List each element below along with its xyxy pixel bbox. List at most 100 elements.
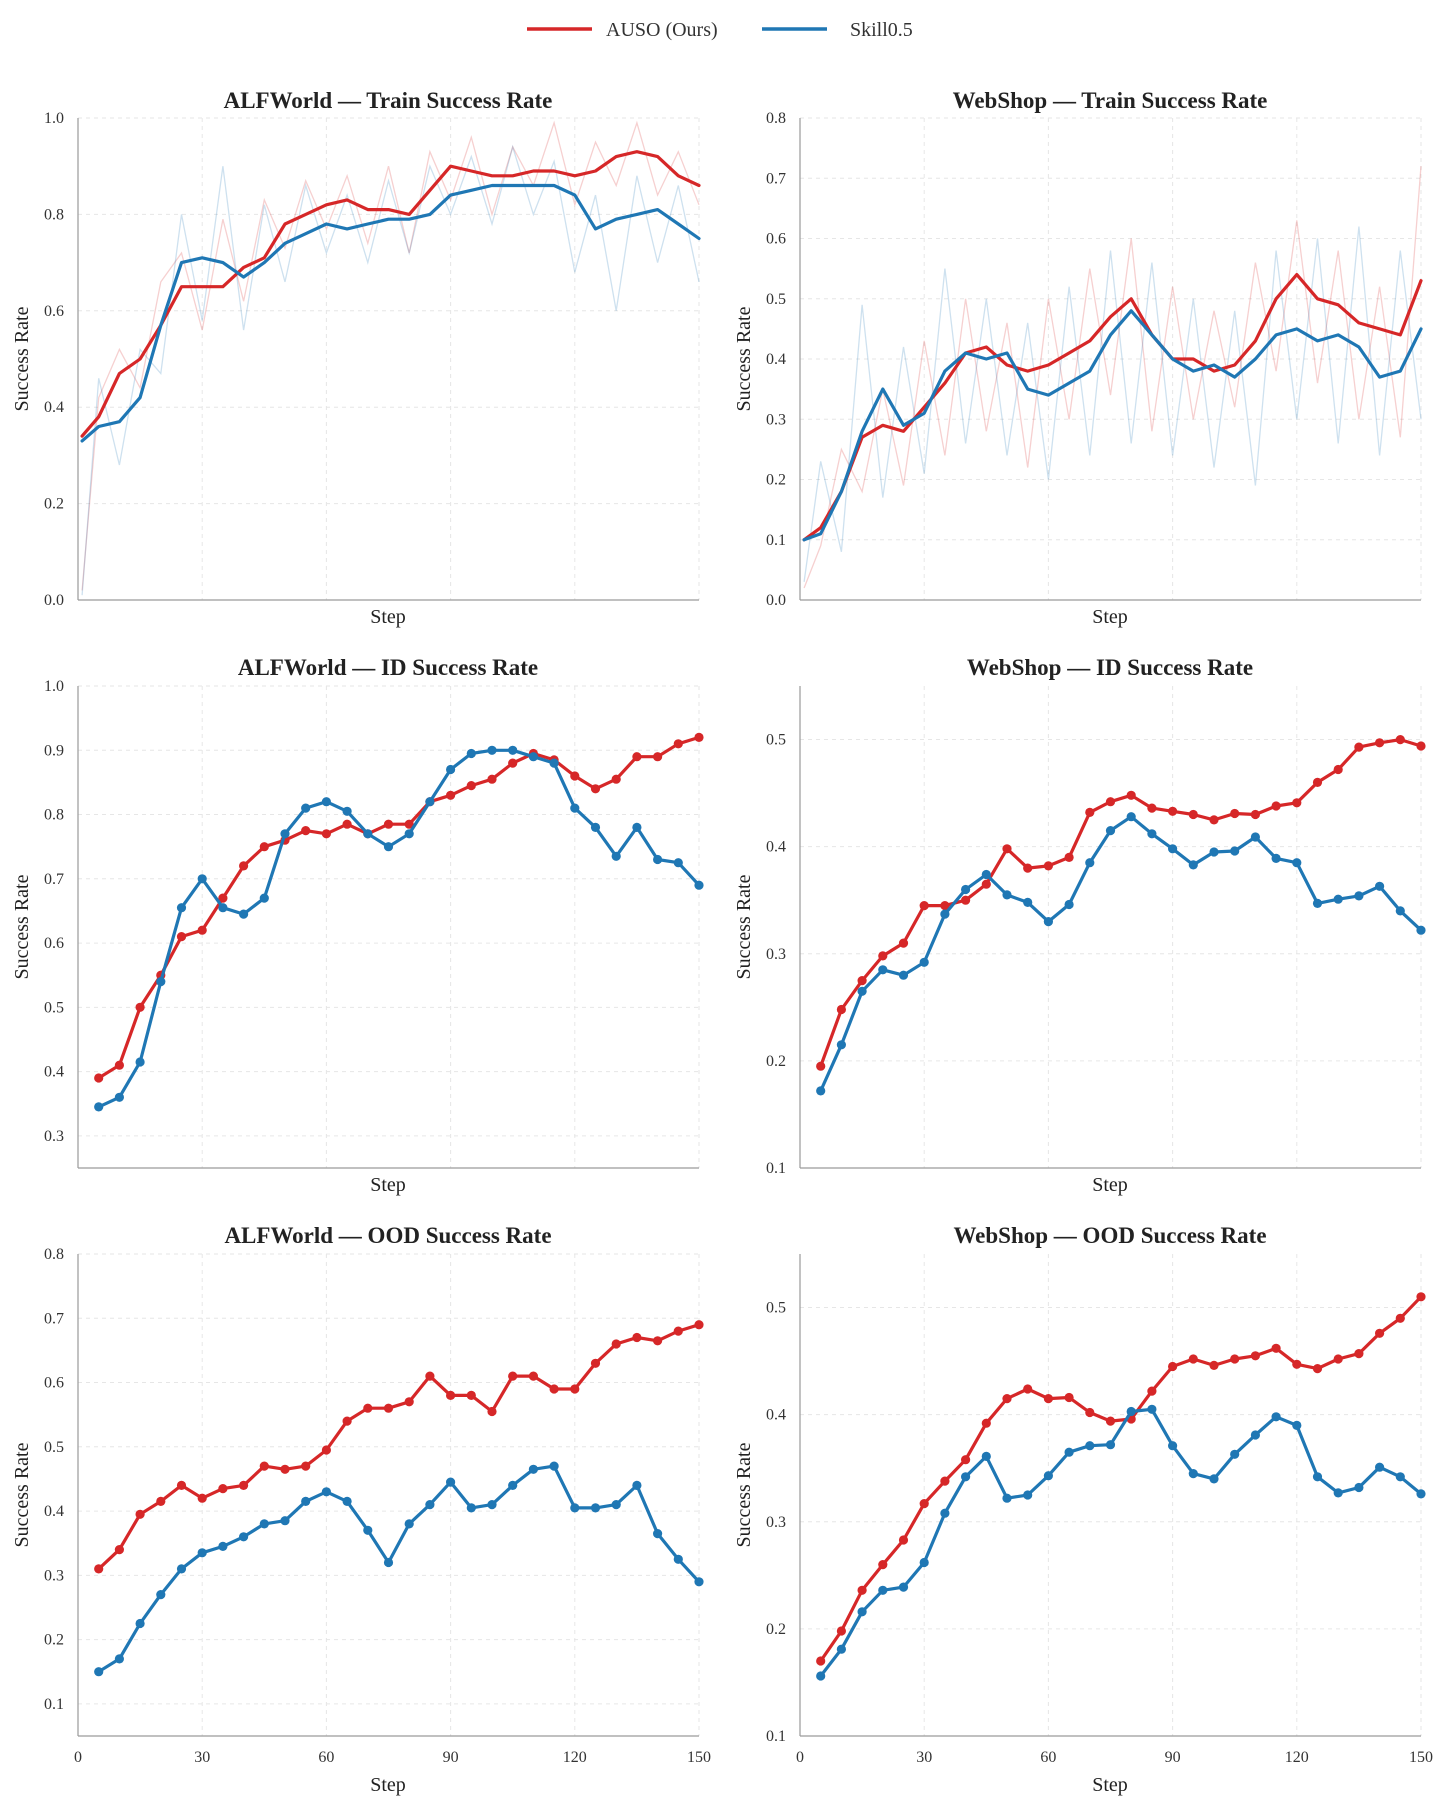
data-point <box>570 771 580 781</box>
y-tick-label: 0.2 <box>766 1621 786 1638</box>
y-tick-label: 0.2 <box>44 496 64 513</box>
data-point <box>549 1461 559 1471</box>
y-tick-label: 1.0 <box>44 110 64 127</box>
data-point <box>1312 1472 1323 1482</box>
data-point <box>836 1040 847 1050</box>
data-point <box>1395 906 1405 916</box>
data-point <box>940 901 950 911</box>
data-point <box>816 1656 826 1666</box>
series-line <box>97 1464 701 1674</box>
panel-title: WebShop — Train Success Rate <box>953 88 1268 113</box>
y-tick-label: 0.1 <box>766 1728 786 1745</box>
y-tick-label: 0.6 <box>44 935 64 952</box>
data-point <box>857 976 867 986</box>
data-point <box>176 932 187 942</box>
data-point <box>1064 1392 1074 1403</box>
data-point <box>857 986 867 996</box>
data-point <box>1064 1447 1074 1457</box>
data-point <box>383 842 394 852</box>
x-tick-label: 150 <box>687 1749 711 1766</box>
data-point <box>301 826 311 836</box>
data-point <box>1188 1469 1198 1479</box>
data-point <box>1416 1292 1426 1302</box>
data-point <box>919 1557 929 1568</box>
data-point <box>1147 803 1157 813</box>
y-axis-label: Success Rate <box>11 1442 33 1547</box>
x-tick-label: 0 <box>796 1749 804 1766</box>
data-point <box>1416 1489 1426 1499</box>
data-point <box>1292 1359 1302 1369</box>
data-point <box>1395 735 1405 745</box>
data-point <box>176 1480 187 1490</box>
data-point <box>570 1503 580 1513</box>
data-point <box>239 1480 249 1490</box>
data-point <box>1209 815 1219 825</box>
series-line <box>80 183 701 443</box>
plot-area-alfworld-train: 0.0 0.2 0.4 0.6 0.8 1.0 <box>44 110 701 609</box>
data-point <box>1354 1482 1364 1493</box>
data-point <box>1271 1412 1281 1422</box>
data-point <box>1395 1313 1405 1323</box>
y-tick-label: 0.1 <box>44 1696 64 1713</box>
data-point <box>508 758 518 768</box>
y-tick-label: 0.6 <box>44 303 64 320</box>
data-point <box>1354 742 1364 752</box>
data-point <box>239 861 249 871</box>
panel-webshop-ood: WebShop — OOD Success Rate 0.10.20.30.40… <box>733 1223 1433 1796</box>
data-point <box>898 970 909 980</box>
y-tick-label: 0.8 <box>44 807 64 824</box>
x-tick-label: 90 <box>443 1749 459 1766</box>
y-tick-label: 0.7 <box>44 1310 64 1327</box>
x-tick-label: 90 <box>1165 1749 1181 1766</box>
plot-area-alfworld-ood: 0.1 0.2 0.3 0.4 0.5 0.6 0.7 0.8 0 30 60 90 120 150 <box>44 1246 711 1766</box>
data-point <box>673 739 683 749</box>
y-tick-label: 0.3 <box>44 1128 64 1145</box>
data-point <box>1375 1462 1385 1472</box>
x-tick-label: 30 <box>916 1749 932 1766</box>
data-point <box>836 1626 847 1636</box>
data-point <box>1292 858 1302 868</box>
data-point <box>156 977 166 987</box>
x-tick-label: 0 <box>74 1749 82 1766</box>
data-point <box>590 822 601 833</box>
data-point <box>1168 844 1178 854</box>
data-point <box>197 1493 207 1503</box>
data-point <box>653 1336 663 1346</box>
y-tick-label: 0.5 <box>766 732 786 749</box>
y-tick-label: 0.2 <box>44 1632 64 1649</box>
data-point <box>1250 809 1260 820</box>
data-point <box>425 1500 435 1510</box>
data-point <box>259 1461 269 1471</box>
data-point <box>981 1451 991 1461</box>
data-point <box>1188 809 1198 820</box>
data-point <box>1147 1404 1157 1414</box>
panel-title: ALFWorld — Train Success Rate <box>224 88 553 113</box>
data-point <box>1168 806 1178 816</box>
data-point <box>1416 741 1426 751</box>
data-point <box>919 1499 929 1509</box>
data-point <box>1292 798 1302 808</box>
raw-series-line <box>81 120 700 591</box>
data-point <box>1085 807 1095 818</box>
data-point <box>1023 897 1033 908</box>
data-point <box>1395 1472 1405 1482</box>
data-point <box>1002 844 1012 854</box>
data-point <box>1064 852 1074 863</box>
data-point <box>487 1500 497 1510</box>
data-point <box>1333 1354 1343 1364</box>
y-tick-label: 0.8 <box>44 206 64 223</box>
data-point <box>259 893 269 903</box>
data-point <box>487 745 497 755</box>
data-point <box>940 909 950 919</box>
panel-alfworld-id: ALFWorld — ID Success Rate 0.30.40.50.60… <box>11 655 704 1196</box>
data-point <box>218 1484 228 1494</box>
data-point <box>981 1418 991 1428</box>
raw-series-line <box>81 144 700 596</box>
x-tick-label: 150 <box>1409 1749 1433 1766</box>
data-point <box>176 903 187 913</box>
data-point <box>570 1384 580 1394</box>
y-axis-label: Success Rate <box>733 1442 755 1547</box>
data-point <box>1333 764 1343 775</box>
data-point <box>878 965 888 975</box>
x-axis-label: Step <box>1092 1774 1128 1796</box>
